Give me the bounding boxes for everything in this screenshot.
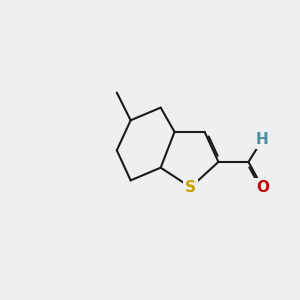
Text: S: S <box>185 180 196 195</box>
Text: O: O <box>256 180 269 195</box>
Text: H: H <box>256 132 269 147</box>
